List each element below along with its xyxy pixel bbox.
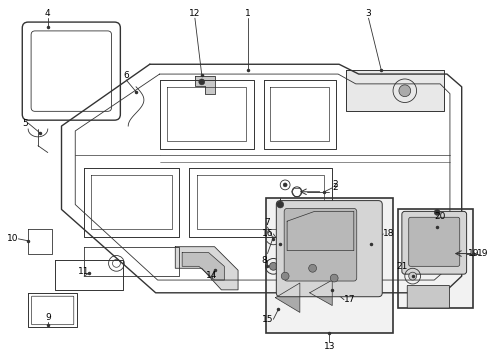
Bar [265,198,392,333]
Text: 17: 17 [343,295,355,304]
Circle shape [433,210,439,215]
Text: 20: 20 [433,212,445,221]
FancyBboxPatch shape [407,285,448,308]
Polygon shape [309,280,331,306]
Text: 8: 8 [261,256,267,265]
FancyBboxPatch shape [401,211,466,274]
Text: 7: 7 [264,218,270,227]
Text: 6: 6 [123,71,129,80]
Circle shape [408,272,416,280]
Circle shape [199,79,204,85]
Bar [397,210,472,307]
Text: 15: 15 [262,315,273,324]
Text: 21: 21 [396,262,407,271]
Text: 11: 11 [78,267,90,276]
Polygon shape [275,283,299,312]
Text: 18: 18 [383,229,394,238]
Polygon shape [195,76,214,94]
Circle shape [308,264,316,272]
Text: 19: 19 [467,249,478,258]
Text: 4: 4 [45,9,50,18]
Text: 12: 12 [189,9,200,18]
Text: 5: 5 [22,118,28,127]
Text: 2: 2 [331,180,337,189]
Polygon shape [286,211,353,251]
Polygon shape [182,253,224,280]
Circle shape [329,274,337,282]
FancyBboxPatch shape [408,217,459,266]
FancyBboxPatch shape [276,201,382,297]
FancyBboxPatch shape [284,208,356,281]
Circle shape [276,201,283,208]
Text: 14: 14 [205,271,217,280]
Text: 13: 13 [323,342,334,351]
Text: 2: 2 [331,183,337,192]
Circle shape [269,262,277,270]
Circle shape [283,183,286,187]
Text: 9: 9 [45,313,51,322]
Circle shape [281,272,288,280]
Text: 3: 3 [365,9,370,18]
Text: 10: 10 [7,234,19,243]
Circle shape [398,85,410,96]
Polygon shape [345,70,443,111]
Polygon shape [175,247,238,290]
Text: 1: 1 [244,9,250,18]
Text: 16: 16 [262,229,273,238]
Text: 19: 19 [476,249,488,258]
